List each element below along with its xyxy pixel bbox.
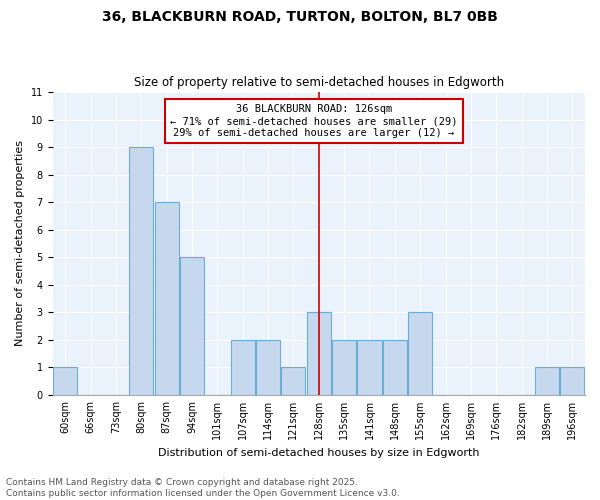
Bar xyxy=(281,368,305,395)
Bar xyxy=(230,340,255,395)
Y-axis label: Number of semi-detached properties: Number of semi-detached properties xyxy=(15,140,25,346)
Bar xyxy=(408,312,432,395)
Text: Contains HM Land Registry data © Crown copyright and database right 2025.
Contai: Contains HM Land Registry data © Crown c… xyxy=(6,478,400,498)
Bar xyxy=(560,368,584,395)
Bar xyxy=(358,340,382,395)
Bar xyxy=(535,368,559,395)
Bar xyxy=(307,312,331,395)
Bar xyxy=(180,258,204,395)
Bar xyxy=(383,340,407,395)
Bar xyxy=(53,368,77,395)
Bar xyxy=(129,147,154,395)
Bar xyxy=(332,340,356,395)
X-axis label: Distribution of semi-detached houses by size in Edgworth: Distribution of semi-detached houses by … xyxy=(158,448,479,458)
Text: 36 BLACKBURN ROAD: 126sqm
← 71% of semi-detached houses are smaller (29)
29% of : 36 BLACKBURN ROAD: 126sqm ← 71% of semi-… xyxy=(170,104,457,138)
Title: Size of property relative to semi-detached houses in Edgworth: Size of property relative to semi-detach… xyxy=(134,76,504,90)
Text: 36, BLACKBURN ROAD, TURTON, BOLTON, BL7 0BB: 36, BLACKBURN ROAD, TURTON, BOLTON, BL7 … xyxy=(102,10,498,24)
Bar xyxy=(256,340,280,395)
Bar xyxy=(155,202,179,395)
